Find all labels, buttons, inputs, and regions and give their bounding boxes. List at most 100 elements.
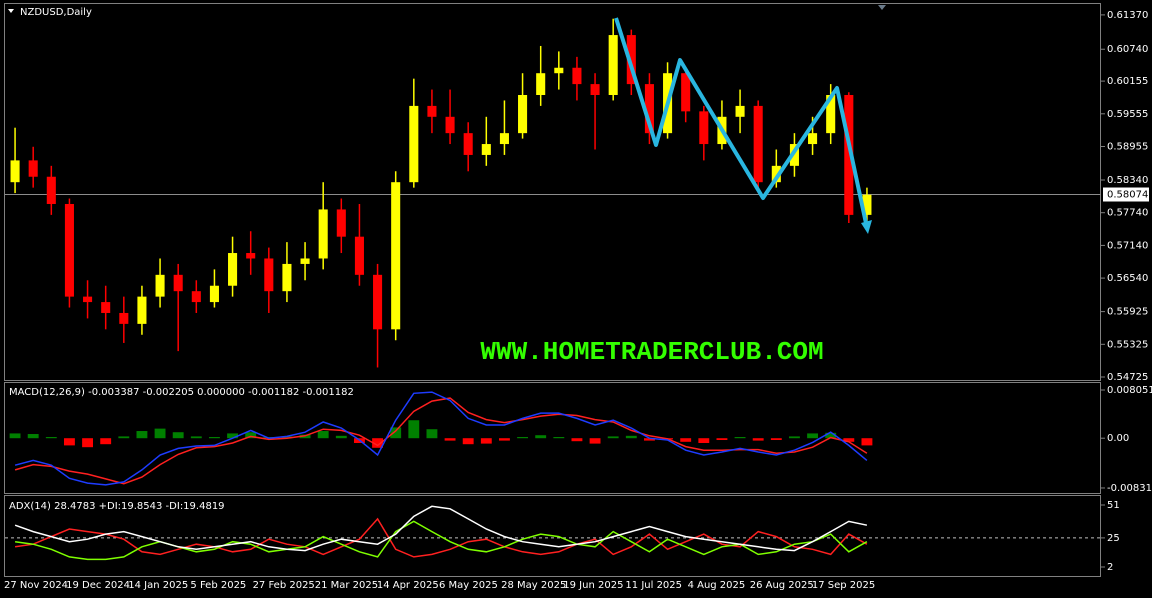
y-tick-label: 0.008051 [1107, 385, 1152, 396]
macd-histogram-bar [499, 438, 510, 441]
macd-histogram-bar [843, 438, 855, 442]
macd-histogram-bar [27, 434, 39, 439]
x-tick-label: 5 Feb 2025 [190, 580, 246, 591]
macd-histogram-bar [752, 438, 764, 441]
candle-body [608, 35, 618, 96]
zigzag-annotation [614, 17, 872, 234]
macd-histogram-bar [64, 438, 75, 446]
macd-histogram-bar [100, 438, 112, 445]
macd-histogram-bar [227, 433, 238, 439]
macd-histogram-bar [861, 438, 873, 446]
adx-title: ADX(14) 28.4783 +DI:19.8543 -DI:19.4819 [9, 501, 225, 512]
candle-body [536, 73, 546, 96]
macd-histogram-bar [245, 432, 257, 439]
candle-body [681, 73, 691, 112]
y-tick-label: 51 [1107, 500, 1120, 511]
macd-histogram-bar [154, 428, 166, 439]
candle-body [626, 35, 636, 85]
candle-body [228, 253, 238, 286]
macd-histogram-bar [825, 432, 837, 439]
y-tick-label: 0.60155 [1107, 76, 1148, 87]
adx-line [14, 505, 868, 552]
candle-body [264, 258, 274, 292]
macd-histogram-bar [807, 433, 818, 439]
macd-histogram-bar [625, 435, 637, 439]
macd-histogram-bar [335, 435, 347, 439]
macd-panel-frame [4, 382, 1101, 494]
candle-body [64, 203, 74, 297]
candle-body [753, 105, 763, 183]
macd-title: MACD(12,26,9) -0.003387 -0.002205 0.0000… [9, 387, 354, 398]
current-price-label: 0.58074 [1107, 190, 1148, 201]
macd-histogram-bar [209, 437, 220, 439]
zigzag-line [614, 17, 869, 229]
macd-histogram-bar [45, 437, 57, 439]
candle-body [409, 105, 419, 183]
macd-histogram-bar [480, 438, 492, 444]
candle-body [28, 160, 38, 177]
candle-body [83, 296, 93, 303]
y-tick-label: 25 [1107, 533, 1120, 544]
shift-marker [878, 5, 886, 10]
candle-body [282, 263, 292, 292]
macd-histogram-bar [517, 437, 528, 439]
adx-panel-frame [4, 495, 1101, 577]
candle-body [554, 67, 564, 74]
macd-histogram-bar [789, 436, 800, 439]
candle-body [844, 95, 854, 215]
signal-line [14, 397, 868, 485]
y-tick-label: 0.61370 [1107, 10, 1148, 21]
macd-histogram-bar [317, 431, 329, 439]
main-panel-frame [4, 3, 1101, 381]
macd-histogram-bar [136, 431, 148, 439]
candle-body [336, 209, 346, 237]
y-tick-label: 0.58955 [1107, 141, 1148, 152]
x-tick-label: 14 Jan 2025 [128, 580, 188, 591]
plus-di-line [14, 520, 868, 561]
macd-histogram-bar [716, 438, 728, 441]
macd-histogram-bar [172, 432, 184, 439]
candle-body [518, 95, 528, 134]
candle-body [735, 105, 745, 117]
candle-body [209, 285, 219, 303]
candle-body [808, 133, 818, 145]
candle-body [119, 312, 129, 324]
candle-body [354, 236, 364, 275]
macd-histogram-bar [553, 437, 565, 439]
current-price-box [1103, 187, 1149, 202]
candle-body [481, 144, 491, 155]
candle-body [463, 133, 473, 155]
macd-histogram-bar [680, 438, 692, 442]
x-tick-label: 27 Feb 2025 [253, 580, 315, 591]
y-tick-label: 2 [1107, 562, 1113, 573]
candle-body [826, 95, 836, 134]
candle-body [391, 182, 401, 330]
macd-histogram-bar [607, 436, 619, 439]
x-tick-label: 14 Apr 2025 [377, 580, 439, 591]
x-tick-label: 11 Jul 2025 [625, 580, 682, 591]
candle-body [155, 274, 165, 297]
x-tick-label: 19 Dec 2024 [66, 580, 130, 591]
candle-body [318, 209, 328, 259]
candle-body [590, 84, 600, 96]
y-tick-label: 0.60740 [1107, 44, 1148, 55]
candle-body [10, 160, 20, 183]
macd-line [14, 391, 868, 486]
arrow-head [861, 220, 872, 234]
y-tick-label: -0.008311 [1107, 483, 1152, 494]
macd-histogram-bar [390, 427, 402, 439]
macd-histogram-bar [462, 438, 474, 445]
candle-body [499, 133, 509, 145]
candle-body [789, 144, 799, 166]
candle-body [862, 194, 872, 215]
menu-triangle[interactable] [8, 9, 14, 13]
symbol-title: NZDUSD,Daily [20, 7, 92, 18]
x-tick-label: 27 Nov 2024 [4, 580, 68, 591]
x-tick-label: 26 Aug 2025 [750, 580, 814, 591]
macd-histogram-bar [372, 438, 383, 448]
candle-body [373, 274, 383, 330]
x-tick-label: 4 Aug 2025 [688, 580, 746, 591]
candle-body [137, 296, 147, 324]
